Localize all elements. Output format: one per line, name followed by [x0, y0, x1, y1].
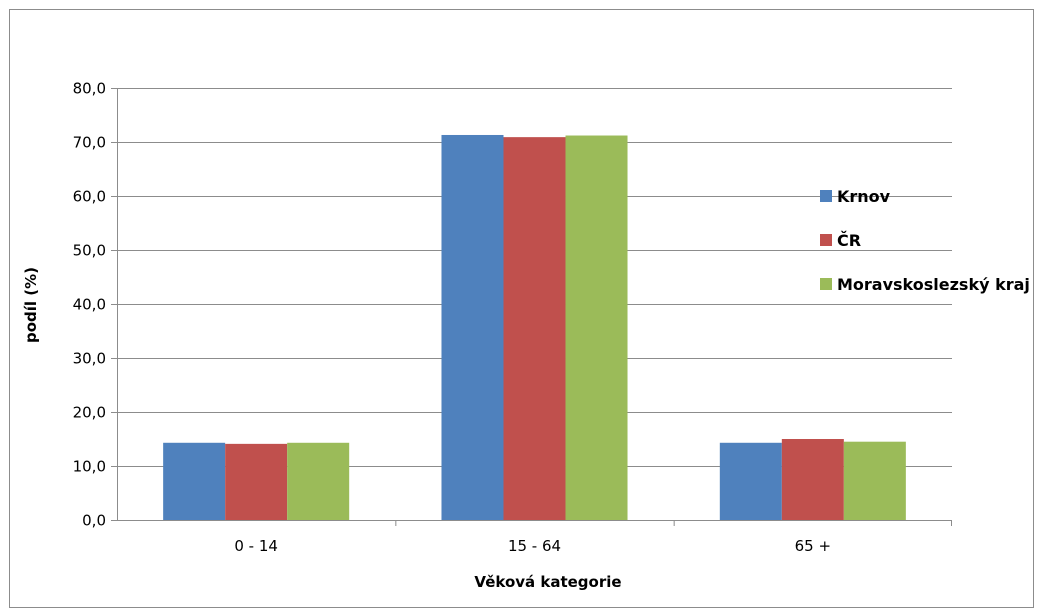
axes: [117, 88, 952, 521]
bar: [843, 441, 906, 520]
y-tick-labels: 0,0 10,0 20,0 30,0 40,0 50,0 60,0 70,0 80,0: [73, 80, 106, 530]
bar: [163, 442, 226, 520]
legend-swatch: [820, 190, 832, 202]
y-tick-label: 50,0: [73, 242, 106, 260]
y-tick-label: 30,0: [73, 350, 106, 368]
bar: [441, 134, 504, 521]
y-tick-label: 0,0: [82, 512, 106, 530]
x-axis-title: Věková kategorie: [474, 573, 621, 591]
y-tick-label: 80,0: [73, 80, 106, 98]
y-tick-label: 10,0: [73, 458, 106, 476]
y-tick-label: 20,0: [73, 404, 106, 422]
x-tick-label: 65 +: [795, 537, 831, 555]
bars: [163, 134, 906, 521]
bar: [781, 439, 844, 520]
legend: Krnov ČR Moravskoslezský kraj: [820, 187, 1030, 294]
bar: [225, 443, 288, 520]
legend-label: Krnov: [837, 187, 891, 206]
y-tick-label: 70,0: [73, 134, 106, 152]
legend-label: ČR: [837, 231, 861, 250]
bar: [287, 442, 350, 520]
bar: [565, 135, 628, 520]
y-tick-label: 60,0: [73, 188, 106, 206]
x-tick-label: 0 - 14: [234, 537, 278, 555]
y-axis-title: podíl (%): [22, 267, 40, 343]
x-tick-label: 15 - 64: [508, 537, 561, 555]
bar: [719, 442, 782, 520]
legend-swatch: [820, 234, 832, 246]
legend-label: Moravskoslezský kraj: [837, 275, 1030, 294]
x-tick-labels: 0 - 14 15 - 64 65 +: [234, 537, 831, 555]
bar: [503, 137, 566, 520]
y-tick-label: 40,0: [73, 296, 106, 314]
legend-swatch: [820, 278, 832, 290]
